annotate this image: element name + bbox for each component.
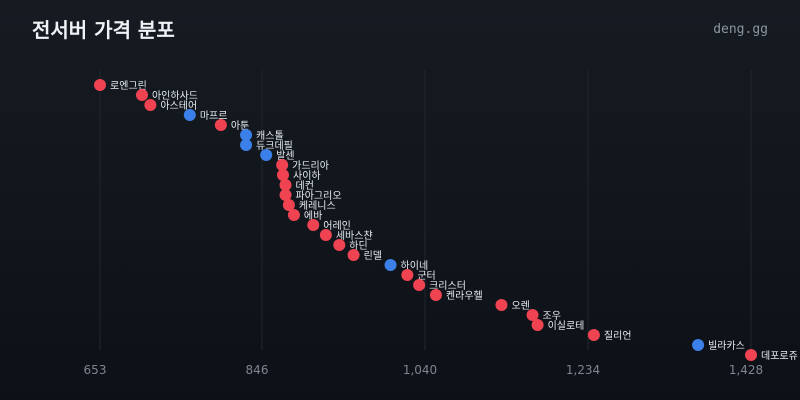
point-marker[interactable] — [319, 229, 332, 241]
data-point[interactable]: 아인하사드 — [135, 89, 198, 102]
point-label: 오렌 — [511, 300, 529, 312]
point-marker[interactable] — [144, 99, 157, 111]
point-marker[interactable] — [587, 329, 600, 341]
data-point[interactable]: 켄라우헬 — [429, 289, 483, 302]
data-point[interactable]: 에바 — [287, 209, 322, 222]
data-point[interactable]: 군터 — [401, 269, 436, 282]
brand-label: deng.gg — [713, 22, 768, 37]
data-point[interactable]: 린델 — [347, 249, 382, 262]
data-point[interactable]: 가드리아 — [276, 159, 329, 172]
point-marker[interactable] — [183, 109, 196, 121]
data-point[interactable]: 질리언 — [587, 329, 632, 342]
point-label: 캐스톨 — [256, 130, 284, 142]
point-label: 린델 — [364, 250, 382, 262]
point-label: 발센 — [276, 150, 294, 162]
point-marker[interactable] — [276, 159, 289, 171]
x-axis-ticks: 653 846 1,040 1,234 1,428 — [84, 363, 764, 377]
point-marker[interactable] — [277, 169, 290, 181]
point-label: 세바스챤 — [336, 230, 373, 242]
point-marker[interactable] — [531, 319, 544, 331]
data-point[interactable]: 파아그리오 — [279, 189, 342, 202]
point-label: 파아그리오 — [296, 190, 342, 202]
data-point[interactable]: 데컨 — [279, 179, 314, 192]
x-tick-label: 1,234 — [566, 363, 600, 377]
point-marker[interactable] — [429, 289, 442, 301]
point-marker[interactable] — [135, 89, 148, 101]
point-marker[interactable] — [260, 149, 273, 161]
point-label: 마프르 — [200, 110, 228, 122]
point-marker[interactable] — [240, 139, 253, 151]
point-marker[interactable] — [240, 129, 253, 141]
data-point[interactable]: 듀크데필 — [240, 139, 293, 152]
data-point[interactable]: 오렌 — [495, 299, 530, 312]
data-points: 로엔그린아인하사드아스테어마프르아툰캐스톨듀크데필발센가드리아사이하데컨파아그리… — [94, 79, 798, 362]
data-point[interactable]: 마프르 — [183, 109, 228, 122]
page-title: 전서버 가격 분포 — [32, 18, 175, 42]
point-marker[interactable] — [214, 119, 227, 131]
x-tick-label: 653 — [84, 363, 107, 377]
data-point[interactable]: 발센 — [260, 149, 295, 162]
point-label: 데포로쥬 — [761, 350, 798, 362]
point-label: 조우 — [543, 310, 561, 322]
point-marker[interactable] — [333, 239, 346, 251]
point-marker[interactable] — [279, 179, 292, 191]
point-label: 케레니스 — [299, 200, 336, 212]
point-label: 가드리아 — [292, 160, 329, 172]
x-tick-label: 1,428 — [729, 363, 763, 377]
point-marker[interactable] — [692, 339, 705, 351]
point-marker[interactable] — [745, 349, 757, 361]
data-point[interactable]: 아툰 — [214, 119, 249, 132]
point-marker[interactable] — [94, 79, 106, 91]
data-point[interactable]: 이실로테 — [531, 319, 585, 332]
grid-lines — [99, 70, 752, 350]
point-label: 하딘 — [349, 239, 367, 252]
data-point[interactable]: 데포로쥬 — [745, 349, 798, 362]
point-label: 크리스터 — [429, 280, 466, 292]
data-point[interactable]: 케레니스 — [282, 199, 336, 212]
point-label: 에바 — [304, 210, 322, 222]
data-point[interactable]: 빌라카스 — [692, 339, 745, 352]
data-point[interactable]: 로엔그린 — [94, 79, 147, 92]
point-label: 이실로테 — [548, 320, 585, 332]
point-label: 아툰 — [231, 120, 249, 132]
data-point[interactable]: 캐스톨 — [240, 129, 284, 142]
data-point[interactable]: 어레인 — [307, 219, 351, 232]
point-label: 빌라카스 — [708, 340, 745, 352]
data-point[interactable]: 크리스터 — [413, 279, 466, 292]
data-point[interactable]: 아스테어 — [144, 99, 197, 112]
data-point[interactable]: 하이네 — [384, 259, 429, 272]
data-point[interactable]: 사이하 — [277, 169, 321, 182]
point-label: 군터 — [417, 270, 435, 282]
point-label: 질리언 — [604, 330, 632, 342]
point-label: 로엔그린 — [110, 80, 147, 92]
point-marker[interactable] — [526, 309, 539, 321]
x-tick-label: 1,040 — [403, 363, 437, 377]
point-label: 아인하사드 — [152, 89, 198, 102]
point-marker[interactable] — [413, 279, 426, 291]
data-point[interactable]: 세바스챤 — [319, 229, 373, 242]
x-tick-label: 846 — [246, 363, 269, 377]
point-marker[interactable] — [347, 249, 360, 261]
point-label: 하이네 — [401, 259, 429, 272]
point-marker[interactable] — [279, 189, 292, 201]
point-marker[interactable] — [282, 199, 295, 211]
point-label: 어레인 — [323, 220, 351, 232]
point-label: 사이하 — [293, 169, 321, 182]
point-label: 듀크데필 — [256, 140, 293, 152]
point-marker[interactable] — [495, 299, 508, 311]
point-label: 데컨 — [296, 180, 314, 192]
point-label: 아스테어 — [160, 100, 197, 112]
data-point[interactable]: 하딘 — [333, 239, 368, 252]
point-marker[interactable] — [384, 259, 397, 271]
point-marker[interactable] — [401, 269, 414, 281]
point-label: 켄라우헬 — [446, 290, 483, 302]
data-point[interactable]: 조우 — [526, 309, 561, 322]
point-marker[interactable] — [307, 219, 320, 231]
point-marker[interactable] — [287, 209, 300, 221]
